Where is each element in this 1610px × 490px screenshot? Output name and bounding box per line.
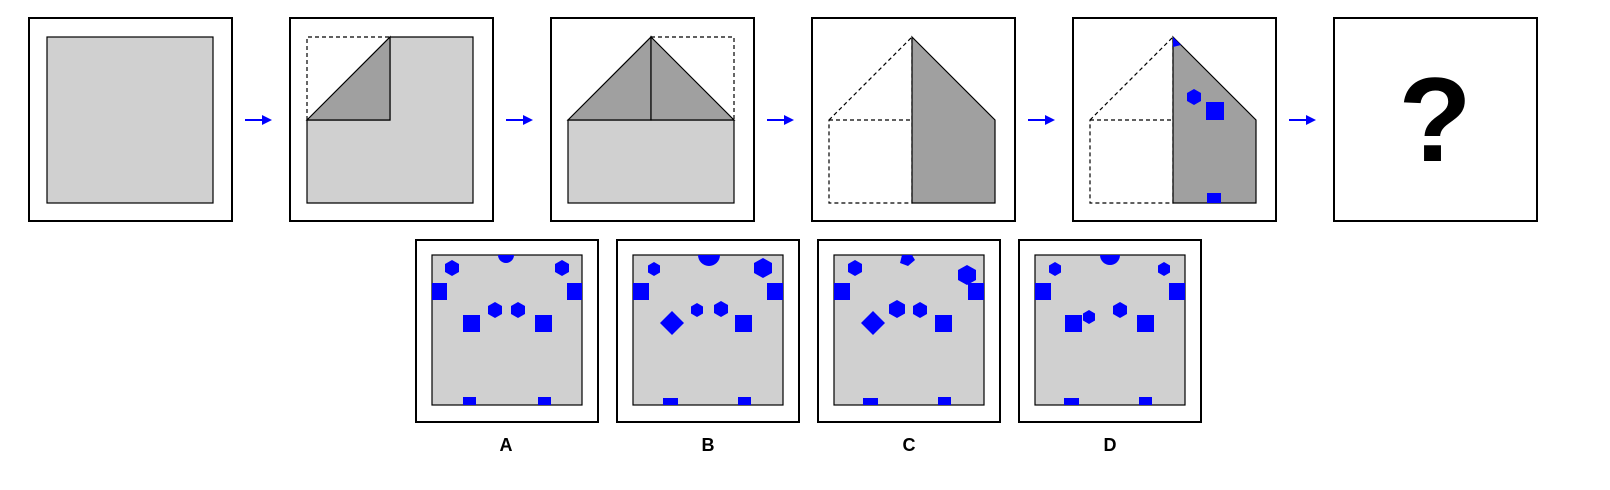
arrow-3-icon [767,115,794,125]
hole-corner-notch [1173,37,1181,47]
hole-bottom-rect [1207,193,1221,203]
option-label-c: C [903,435,916,455]
step-5-punched [1072,17,1277,222]
hole-square [1206,102,1224,120]
folded-flap-right [650,35,736,121]
option-label-b: B [702,435,715,455]
hole-hexagon [1187,89,1201,105]
option-c[interactable]: C [817,239,1001,455]
arrow-1-icon [245,115,272,125]
paper-bottom [567,119,735,204]
step-2-first-fold [289,17,494,222]
option-label-d: D [1104,435,1117,455]
question-box: ? [1333,17,1538,222]
arrow-5-icon [1289,115,1316,125]
arrow-2-icon [506,115,533,125]
step-1-flat-paper [28,17,233,222]
arrow-4-icon [1028,115,1055,125]
question-mark: ? [1398,53,1471,187]
option-a[interactable]: A [415,239,599,455]
folded-half [911,35,996,204]
folded-flap [305,35,391,121]
option-b[interactable]: B [616,239,800,455]
paper-square [46,36,214,204]
option-label-a: A [500,435,513,455]
option-d[interactable]: D [1018,239,1202,455]
step-4-third-fold [811,17,1016,222]
step-3-second-fold [550,17,755,222]
